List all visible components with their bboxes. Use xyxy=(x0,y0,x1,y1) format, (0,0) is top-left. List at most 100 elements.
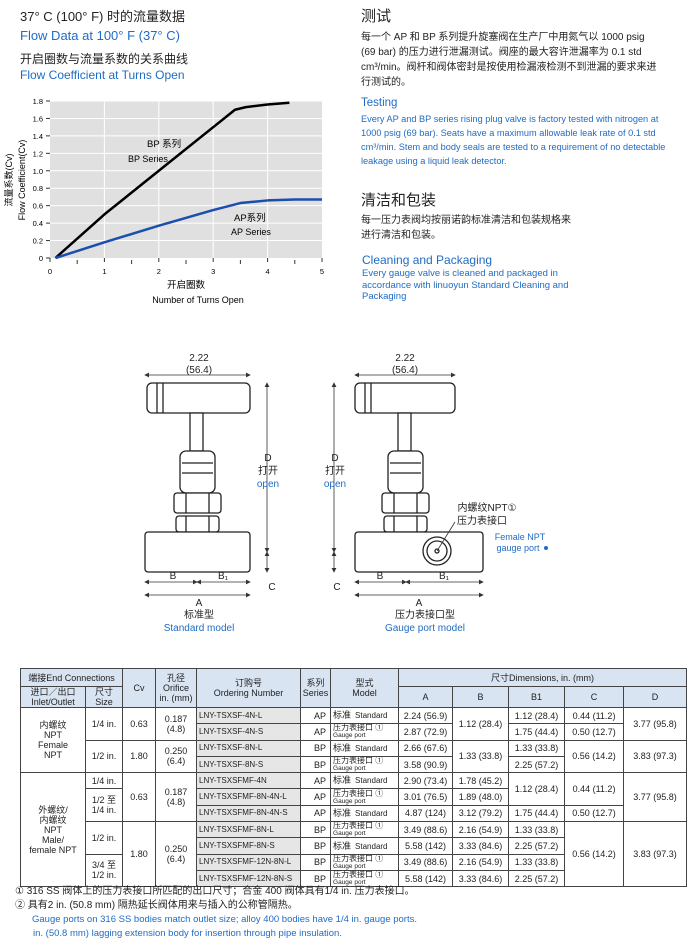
ordering-number: LNY-TSXSFMF-12N-8N-S xyxy=(196,869,302,888)
table-cell: 2.87 (72.9) xyxy=(398,723,454,741)
x-tick-label: 2 xyxy=(157,267,161,276)
column-header: C xyxy=(564,686,625,708)
y-tick-label: 0.8 xyxy=(33,184,43,193)
table-cell: 0.50 (12.7) xyxy=(564,723,625,741)
table-cell: 1.78 (45.2) xyxy=(452,772,510,790)
series-cell: BP xyxy=(300,853,332,871)
model-cell: 标准 Standard xyxy=(330,837,400,855)
port-label-zh2: 压力表接口 xyxy=(457,514,507,527)
testing-title-zh: 测试 xyxy=(361,8,392,25)
footnote-1-en: Gauge ports on 316 SS bodies match outle… xyxy=(32,914,418,925)
column-header: 进口／出口 Inlet/Outlet xyxy=(20,686,86,708)
table-cell: 1.80 xyxy=(122,739,157,774)
table-cell: 1.33 (33.8) xyxy=(508,853,566,871)
column-header: B xyxy=(452,686,510,708)
table-cell: 2.25 (57.2) xyxy=(508,869,566,888)
model-cell: 压力表接口 ① Gauge port xyxy=(330,788,400,806)
column-header: 尺寸 Size xyxy=(84,686,124,708)
model-cell: 压力表接口 ① Gauge port xyxy=(330,853,400,871)
flow-subtitle-en: Flow Coefficient at Turns Open xyxy=(20,68,185,82)
cleaning-title-zh: 清洁和包装 xyxy=(361,192,437,209)
gauge-open-en: open xyxy=(324,479,346,490)
std-a-label: A xyxy=(196,598,203,609)
table-row: 内螺纹 NPT Female NPT 1/4 in. 0.63 0.187 (4.8)… xyxy=(20,706,688,774)
x-tick-label: 0 xyxy=(48,267,52,276)
table-cell: 2.16 (54.9) xyxy=(452,853,510,871)
table-cell: 2.25 (57.2) xyxy=(508,755,566,774)
flow-title-zh: 37° C (100° F) 时的流量数据 xyxy=(20,9,185,24)
std-b1-label: B₁ xyxy=(218,571,229,582)
table-cell: 2.16 (54.9) xyxy=(452,821,510,839)
y-tick-label: 0.4 xyxy=(33,219,43,228)
model-zh: 压力表接口 ① xyxy=(333,870,384,880)
testing-title-en: Testing xyxy=(361,97,398,109)
y-axis-label-zh: 流量系数(Cv) xyxy=(3,154,14,207)
ordering-number: LNY-TSXSF-4N-L xyxy=(196,706,302,725)
series-cell: BP xyxy=(300,837,332,855)
std-open-en: open xyxy=(257,479,279,490)
ap-label-zh: AP系列 xyxy=(234,212,266,224)
flow-chart: 0 0.2 0.4 0.6 0.8 1.0 1.2 1.4 1.6 1.8 0 1 2 3 4 5 BP 系列 B… xyxy=(3,97,324,305)
x-axis-label-zh: 开启圈数 xyxy=(167,279,206,291)
table-cell: 0.187 (4.8) xyxy=(155,707,198,741)
model-cell: 标准 Standard xyxy=(330,772,400,790)
table-cell: 1/4 in. xyxy=(84,772,124,790)
model-cell: 标准 Standard xyxy=(330,706,400,725)
table-cell: 3.49 (88.6) xyxy=(398,853,454,871)
model-cell: 压力表接口 ① Gauge port xyxy=(330,723,400,741)
port-label-zh1: 内螺纹NPT① xyxy=(458,501,517,514)
table-cell: 1/2 in. xyxy=(84,739,124,774)
x-tick-label: 1 xyxy=(102,267,106,276)
table-cell: 1/4 in. xyxy=(84,707,124,741)
table-cell: 3/4 至 1/2 in. xyxy=(84,853,124,888)
table-cell: 0.44 (11.2) xyxy=(564,772,625,806)
ordering-number: LNY-TSXSF-4N-S xyxy=(196,723,302,741)
std-open-zh: 打开 xyxy=(258,464,278,477)
testing-body-zh: 每一个 AP 和 BP 系列提升旋塞阀在生产厂中用氮气以 1000 psig (… xyxy=(361,32,657,88)
x-tick-label: 5 xyxy=(320,267,324,276)
ordering-number: LNY-TSXSF-8N-L xyxy=(196,739,302,757)
table-cell: 0.44 (11.2) xyxy=(564,706,625,725)
table-cell: 1/2 至 1/4 in. xyxy=(84,788,124,823)
y-tick-label: 1.0 xyxy=(33,167,43,176)
column-header: B1 xyxy=(508,686,566,708)
gauge-model-zh: 压力表接口型 xyxy=(395,608,455,621)
model-zh: 压力表接口 ① xyxy=(333,788,384,798)
model-en: Gauge port xyxy=(333,797,366,805)
port-label-en2: gauge port xyxy=(496,543,540,553)
dimensions-header: 尺寸Dimensions, in. (mm) xyxy=(398,668,688,687)
y-tick-label: 1.8 xyxy=(33,97,43,106)
table-row: LNY-TSXSF-4N-S AP 压力表接口 ① Gauge port 2.87 (7… xyxy=(21,723,687,741)
model-en: Gauge port xyxy=(333,830,366,838)
table-row: LNY-TSXSFMF-12N-8N-S BP 压力表接口 ① Gauge port 5… xyxy=(21,869,687,888)
table-cell: 0.250 (6.4) xyxy=(155,739,198,774)
std-c-label: C xyxy=(268,582,275,593)
model-en: Standard xyxy=(355,776,388,786)
ordering-number-header: 订购号 Ordering Number xyxy=(196,668,302,708)
gauge-width-in: 2.22 xyxy=(395,353,415,364)
table-cell: 0.56 (14.2) xyxy=(564,739,625,774)
model-zh: 标准 xyxy=(333,840,352,851)
specification-table: 端接End Connections Cv 孔径 Orifice in. (mm) 订购… xyxy=(19,668,688,888)
std-model-en: Standard model xyxy=(164,623,235,634)
y-axis-label-en: Flow Coefficient(Cv) xyxy=(17,140,27,221)
model-header: 型式 Model xyxy=(330,668,400,708)
model-zh: 压力表接口 ① xyxy=(333,756,384,766)
footnote-1-zh: ① 316 SS 阀体上的压力表接口所匹配的出口尺寸；合金 400 阀体具有1/… xyxy=(15,886,415,897)
table-cell: 3.83 (97.3) xyxy=(623,739,688,774)
valve-drawings: 2.22 (56.4) D 打开 open C B B₁ A 标准型 Stand… xyxy=(144,353,548,634)
gauge-model-en: Gauge port model xyxy=(385,623,465,634)
table-cell: 3.33 (84.6) xyxy=(452,837,510,855)
model-cell: 压力表接口 ① Gauge port xyxy=(330,869,400,888)
model-zh: 标准 xyxy=(333,775,352,786)
table-row: 外螺纹/ 内螺纹 NPT Male/ female NPT 1/4 in. 0.63… xyxy=(20,772,688,888)
std-d-label: D xyxy=(264,453,271,464)
series-cell: BP xyxy=(300,755,332,774)
bullet-icon xyxy=(544,546,548,550)
ordering-number: LNY-TSXSFMF-8N-4N-S xyxy=(196,804,302,823)
plot-area xyxy=(50,101,322,258)
end-connections-header: 端接End Connections xyxy=(19,668,124,687)
model-en: Gauge port xyxy=(333,732,366,740)
table-cell: 4.87 (124) xyxy=(398,804,454,823)
port-label-en1: Female NPT xyxy=(495,532,546,542)
